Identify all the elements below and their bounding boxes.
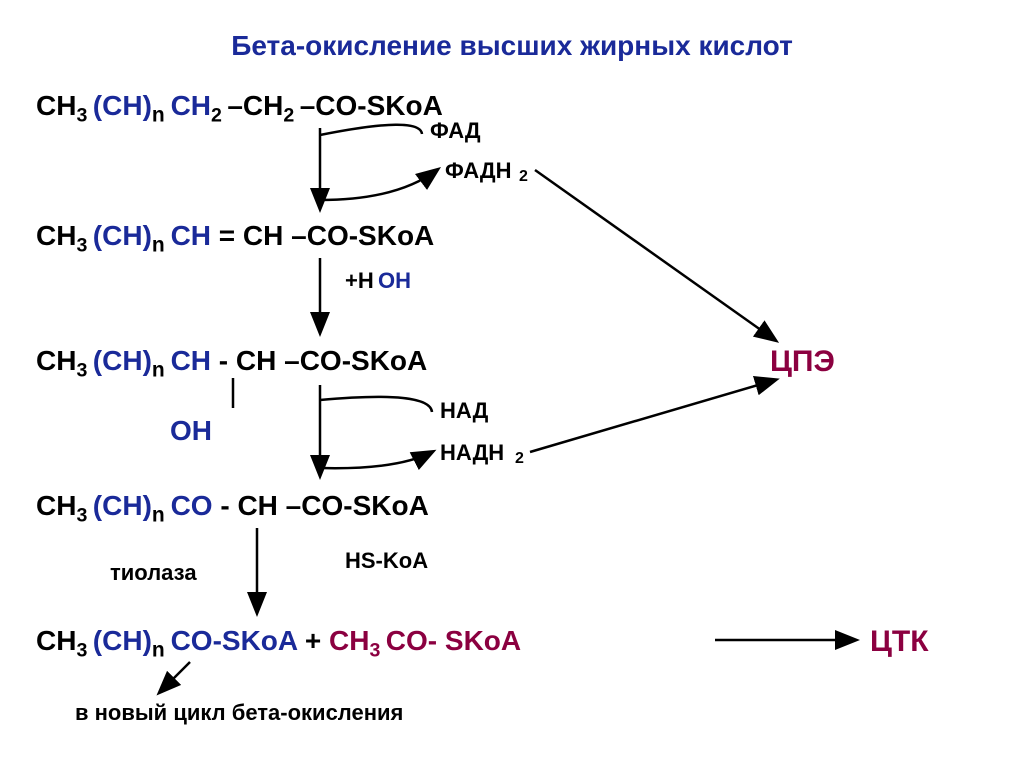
label-nadh2_sub: 2 bbox=[515, 450, 524, 468]
compound-c1: CH3 (CH)n CH2 –CH2 –CO-SKoA bbox=[36, 90, 443, 128]
label-nadh2_pre: НАДН bbox=[440, 440, 504, 466]
label-newcycle: в новый цикл бета-окисления bbox=[75, 700, 403, 726]
label-fadh2_sub: 2 bbox=[519, 168, 528, 186]
compound-c2: CH3 (CH)n CH = CH –CO-SKoA bbox=[36, 220, 434, 258]
label-fadh2_pre: ФАДН bbox=[445, 158, 512, 184]
label-fad: ФАД bbox=[430, 118, 481, 144]
label-thiolase: тиолаза bbox=[110, 560, 197, 586]
compound-c5: CH3 (CH)n CO-SKoA + CH3 CO- SKoA bbox=[36, 625, 521, 663]
label-hoh_h: +H bbox=[345, 268, 374, 294]
label-cpe: ЦПЭ bbox=[770, 345, 835, 379]
label-ctk: ЦТК bbox=[870, 625, 929, 659]
label-nad: НАД bbox=[440, 398, 488, 424]
label-hoh_oh: OH bbox=[378, 268, 411, 294]
label-hskoa: HS-KoA bbox=[345, 548, 428, 574]
label-oh_below: OH bbox=[170, 415, 212, 447]
diagram-title: Бета-окисление высших жирных кислот bbox=[0, 30, 1024, 62]
compound-c4: CH3 (CH)n CO - CH –CO-SKoA bbox=[36, 490, 429, 528]
compound-c3: CH3 (CH)n CH - CH –CO-SKoA bbox=[36, 345, 427, 383]
